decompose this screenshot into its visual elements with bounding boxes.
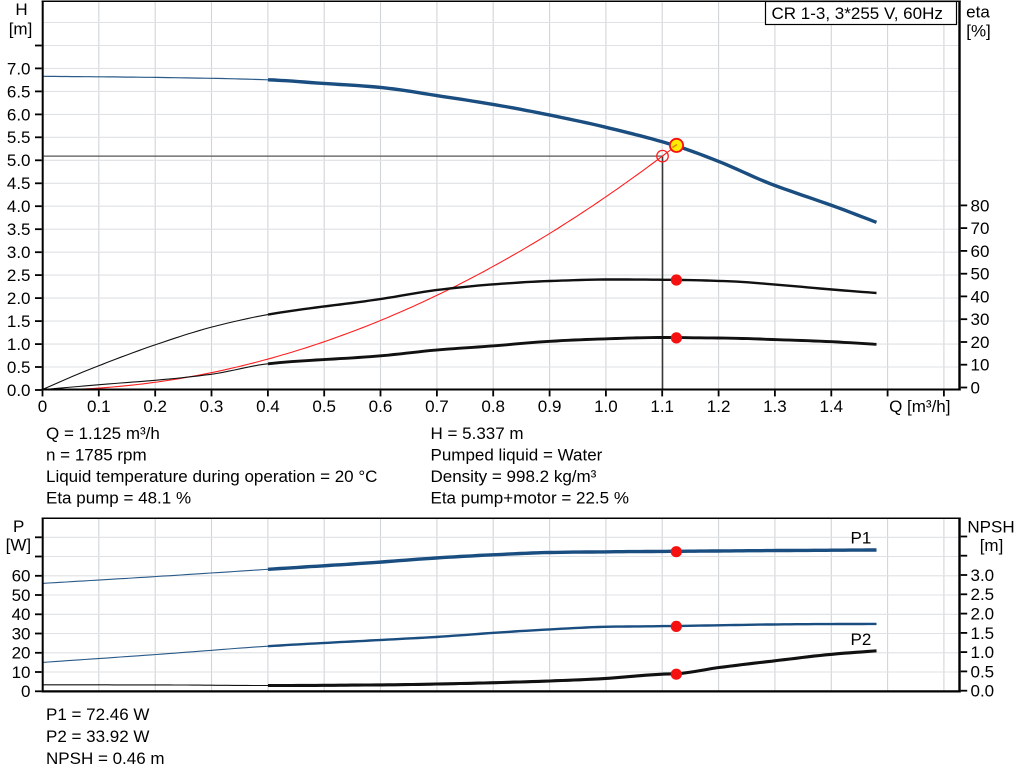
svg-text:CR 1-3, 3*255 V, 60Hz: CR 1-3, 3*255 V, 60Hz bbox=[772, 4, 943, 23]
svg-text:40: 40 bbox=[971, 287, 990, 306]
svg-text:1.5: 1.5 bbox=[7, 312, 31, 331]
svg-text:1.1: 1.1 bbox=[650, 397, 674, 416]
svg-text:H: H bbox=[15, 0, 27, 19]
svg-text:P1 = 72.46 W: P1 = 72.46 W bbox=[46, 705, 149, 724]
svg-text:0.9: 0.9 bbox=[538, 397, 562, 416]
svg-text:Density = 998.2 kg/m³: Density = 998.2 kg/m³ bbox=[431, 467, 597, 486]
svg-text:6.5: 6.5 bbox=[7, 82, 31, 101]
svg-text:20: 20 bbox=[971, 333, 990, 352]
svg-text:0.8: 0.8 bbox=[481, 397, 505, 416]
svg-text:1.0: 1.0 bbox=[971, 643, 995, 662]
svg-text:0: 0 bbox=[21, 682, 30, 701]
svg-text:0.0: 0.0 bbox=[7, 381, 31, 400]
svg-text:2.0: 2.0 bbox=[7, 289, 31, 308]
svg-text:80: 80 bbox=[971, 196, 990, 215]
svg-text:2.5: 2.5 bbox=[971, 585, 995, 604]
svg-text:6.0: 6.0 bbox=[7, 105, 31, 124]
svg-text:H = 5.337 m: H = 5.337 m bbox=[431, 424, 524, 443]
svg-text:10: 10 bbox=[12, 663, 31, 682]
svg-text:n = 1785 rpm: n = 1785 rpm bbox=[46, 446, 147, 465]
svg-text:2.0: 2.0 bbox=[971, 605, 995, 624]
svg-text:3.0: 3.0 bbox=[971, 566, 995, 585]
svg-text:Pumped liquid = Water: Pumped liquid = Water bbox=[431, 446, 603, 465]
svg-text:[m]: [m] bbox=[980, 536, 1004, 555]
svg-text:P2 = 33.92 W: P2 = 33.92 W bbox=[46, 727, 149, 746]
svg-text:3.5: 3.5 bbox=[7, 220, 31, 239]
svg-text:0.5: 0.5 bbox=[7, 358, 31, 377]
svg-text:0.5: 0.5 bbox=[312, 397, 336, 416]
svg-text:1.2: 1.2 bbox=[707, 397, 731, 416]
svg-text:2.5: 2.5 bbox=[7, 266, 31, 285]
svg-text:0: 0 bbox=[971, 378, 980, 397]
svg-text:0.7: 0.7 bbox=[425, 397, 449, 416]
svg-text:1.5: 1.5 bbox=[971, 624, 995, 643]
svg-text:Q [m³/h]: Q [m³/h] bbox=[889, 397, 950, 416]
svg-text:30: 30 bbox=[971, 310, 990, 329]
svg-text:P: P bbox=[13, 517, 24, 536]
svg-text:40: 40 bbox=[12, 605, 31, 624]
svg-text:60: 60 bbox=[12, 567, 31, 586]
svg-text:1.4: 1.4 bbox=[819, 397, 843, 416]
svg-text:7.0: 7.0 bbox=[7, 59, 31, 78]
svg-text:0.4: 0.4 bbox=[256, 397, 280, 416]
svg-text:[W]: [W] bbox=[6, 535, 32, 554]
svg-text:0.3: 0.3 bbox=[200, 397, 224, 416]
svg-text:P2: P2 bbox=[851, 630, 872, 649]
svg-text:70: 70 bbox=[971, 219, 990, 238]
svg-text:50: 50 bbox=[12, 586, 31, 605]
svg-text:0.0: 0.0 bbox=[971, 682, 995, 701]
svg-text:[m]: [m] bbox=[9, 20, 33, 39]
svg-text:0.6: 0.6 bbox=[369, 397, 393, 416]
svg-text:1.3: 1.3 bbox=[763, 397, 787, 416]
svg-text:4.0: 4.0 bbox=[7, 197, 31, 216]
svg-text:NPSH = 0.46 m: NPSH = 0.46 m bbox=[46, 749, 165, 768]
svg-text:Liquid temperature during oper: Liquid temperature during operation = 20… bbox=[46, 467, 377, 486]
svg-text:0.5: 0.5 bbox=[971, 662, 995, 681]
svg-text:1.0: 1.0 bbox=[7, 335, 31, 354]
svg-text:3.0: 3.0 bbox=[7, 243, 31, 262]
svg-text:4.5: 4.5 bbox=[7, 174, 31, 193]
svg-text:5.0: 5.0 bbox=[7, 151, 31, 170]
svg-text:0.1: 0.1 bbox=[87, 397, 111, 416]
svg-text:20: 20 bbox=[12, 644, 31, 663]
svg-text:P1: P1 bbox=[851, 529, 872, 548]
svg-text:Q = 1.125 m³/h: Q = 1.125 m³/h bbox=[46, 424, 160, 443]
svg-text:NPSH: NPSH bbox=[967, 518, 1014, 537]
svg-text:0: 0 bbox=[38, 397, 47, 416]
svg-text:0.2: 0.2 bbox=[143, 397, 167, 416]
svg-text:60: 60 bbox=[971, 242, 990, 261]
svg-text:Eta pump+motor = 22.5 %: Eta pump+motor = 22.5 % bbox=[431, 489, 629, 508]
svg-text:10: 10 bbox=[971, 356, 990, 375]
svg-text:50: 50 bbox=[971, 265, 990, 284]
svg-text:30: 30 bbox=[12, 624, 31, 643]
svg-text:5.5: 5.5 bbox=[7, 128, 31, 147]
svg-text:1.0: 1.0 bbox=[594, 397, 618, 416]
svg-text:[%]: [%] bbox=[966, 22, 991, 41]
svg-text:eta: eta bbox=[966, 2, 990, 21]
svg-text:Eta pump = 48.1 %: Eta pump = 48.1 % bbox=[46, 489, 191, 508]
